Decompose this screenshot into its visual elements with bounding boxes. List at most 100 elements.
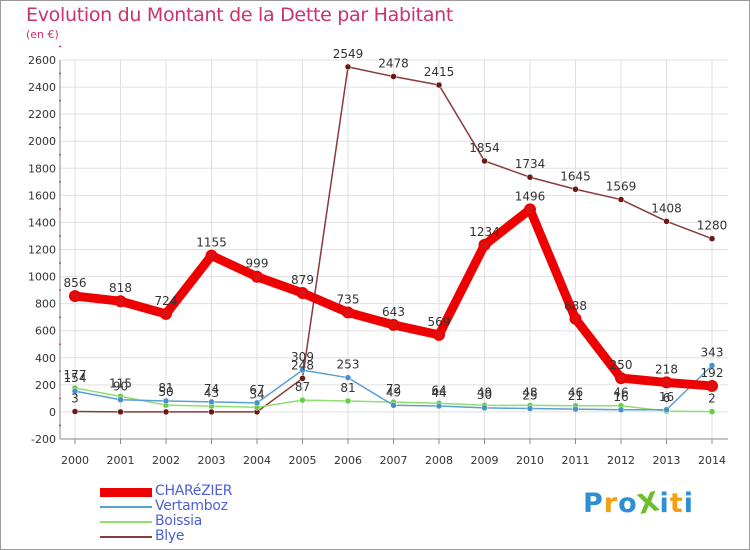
data-label: 1854 (469, 141, 500, 155)
data-label: 1569 (606, 180, 637, 194)
x-tick-label: 2003 (198, 454, 226, 467)
data-label: 177 (64, 368, 87, 382)
data-label: 2 (708, 392, 716, 406)
legend-label: Vertamboz (155, 498, 228, 514)
logo-letter: o (618, 488, 638, 519)
data-point (117, 396, 124, 403)
data-point (114, 295, 127, 308)
data-point (71, 408, 79, 415)
y-tick-label: 1400 (28, 216, 56, 229)
data-label: 1234 (469, 225, 500, 239)
y-tick-label: -200 (31, 433, 56, 446)
data-point (706, 379, 718, 392)
grid-lines (60, 59, 728, 440)
data-label: 1496 (515, 189, 546, 203)
data-point (342, 306, 354, 319)
axes (59, 45, 728, 444)
data-label: 1408 (651, 201, 682, 215)
y-tick-label: 2400 (28, 81, 56, 94)
data-point (572, 186, 579, 193)
x-tick-label: 2000 (61, 454, 89, 467)
data-point (526, 405, 534, 412)
data-label: 1280 (697, 219, 728, 233)
data-label: 30 (477, 388, 492, 402)
data-label: 250 (610, 358, 633, 372)
data-label: 309 (291, 350, 314, 364)
data-label: 21 (568, 389, 583, 403)
data-label: 46 (613, 386, 628, 400)
data-point (663, 406, 670, 414)
data-point (617, 406, 625, 414)
data-label: 1645 (560, 169, 591, 183)
data-point (71, 387, 79, 395)
y-tick-label: 2600 (28, 54, 56, 67)
data-label: 735 (337, 292, 360, 306)
data-label: 64 (431, 383, 446, 397)
x-tick-label: 2009 (471, 454, 499, 467)
data-point (251, 270, 263, 283)
data-label: 48 (522, 385, 537, 399)
legend-swatch (100, 521, 152, 523)
data-label: 87 (295, 380, 310, 394)
y-tick-label: 400 (35, 352, 56, 365)
legend-swatch (100, 506, 152, 508)
data-label: 1155 (196, 236, 227, 250)
data-label: 44 (431, 386, 446, 400)
data-point (481, 157, 488, 165)
data-label: 856 (64, 276, 87, 290)
x-tick-label: 2007 (380, 454, 408, 467)
y-tick-label: 1200 (28, 244, 56, 257)
data-label: 688 (564, 299, 587, 313)
legend-label: Blye (155, 528, 185, 544)
data-label: 16 (613, 390, 628, 404)
data-label: 6 (663, 391, 671, 405)
data-label: 34 (249, 387, 264, 401)
tick-labels: -200 0 200 400 600 800 1000 1200 1400 1600 1800 200… (28, 54, 726, 467)
data-label: 81 (340, 381, 355, 395)
logo-letter: P (583, 488, 604, 519)
data-label: 2415 (424, 65, 455, 79)
data-point (299, 366, 306, 374)
y-tick-label: 0 (49, 406, 56, 419)
data-label: 72 (386, 382, 401, 396)
data-label: 218 (655, 362, 678, 376)
data-point (387, 318, 400, 331)
data-point (617, 196, 625, 203)
logo-letter: t (669, 488, 684, 519)
data-point (296, 286, 309, 299)
x-tick-label: 2001 (107, 454, 135, 467)
data-point (435, 402, 443, 410)
chart-unit: (en €) (26, 28, 59, 41)
data-point (615, 372, 627, 385)
data-label: 248 (291, 358, 314, 372)
data-point (435, 81, 443, 89)
y-tick-label: 1000 (28, 271, 56, 284)
y-tick-label: 200 (35, 379, 56, 392)
data-point (569, 312, 582, 325)
data-point (208, 408, 215, 416)
data-label: 46 (568, 386, 583, 400)
data-label: 25 (522, 389, 537, 403)
x-tick-label: 2006 (334, 454, 362, 467)
data-point (205, 249, 218, 262)
y-tick-label: 600 (35, 325, 56, 338)
y-tick-label: 1600 (28, 189, 56, 202)
data-label: 16 (659, 390, 674, 404)
x-tick-label: 2012 (607, 454, 635, 467)
data-label: 49 (477, 385, 492, 399)
data-point (708, 408, 716, 415)
data-point (660, 376, 673, 389)
logo-letter: X (634, 486, 663, 521)
data-label: 154 (64, 371, 87, 385)
data-point (708, 235, 716, 242)
data-label: 253 (337, 358, 360, 372)
data-point (160, 307, 172, 320)
data-label: 74 (204, 382, 219, 396)
data-label: 49 (386, 385, 401, 399)
data-point (663, 218, 670, 225)
y-tick-label: 2200 (28, 108, 56, 121)
data-label: 818 (109, 281, 132, 295)
x-tick-label: 2004 (243, 454, 271, 467)
data-label: 67 (249, 383, 264, 397)
